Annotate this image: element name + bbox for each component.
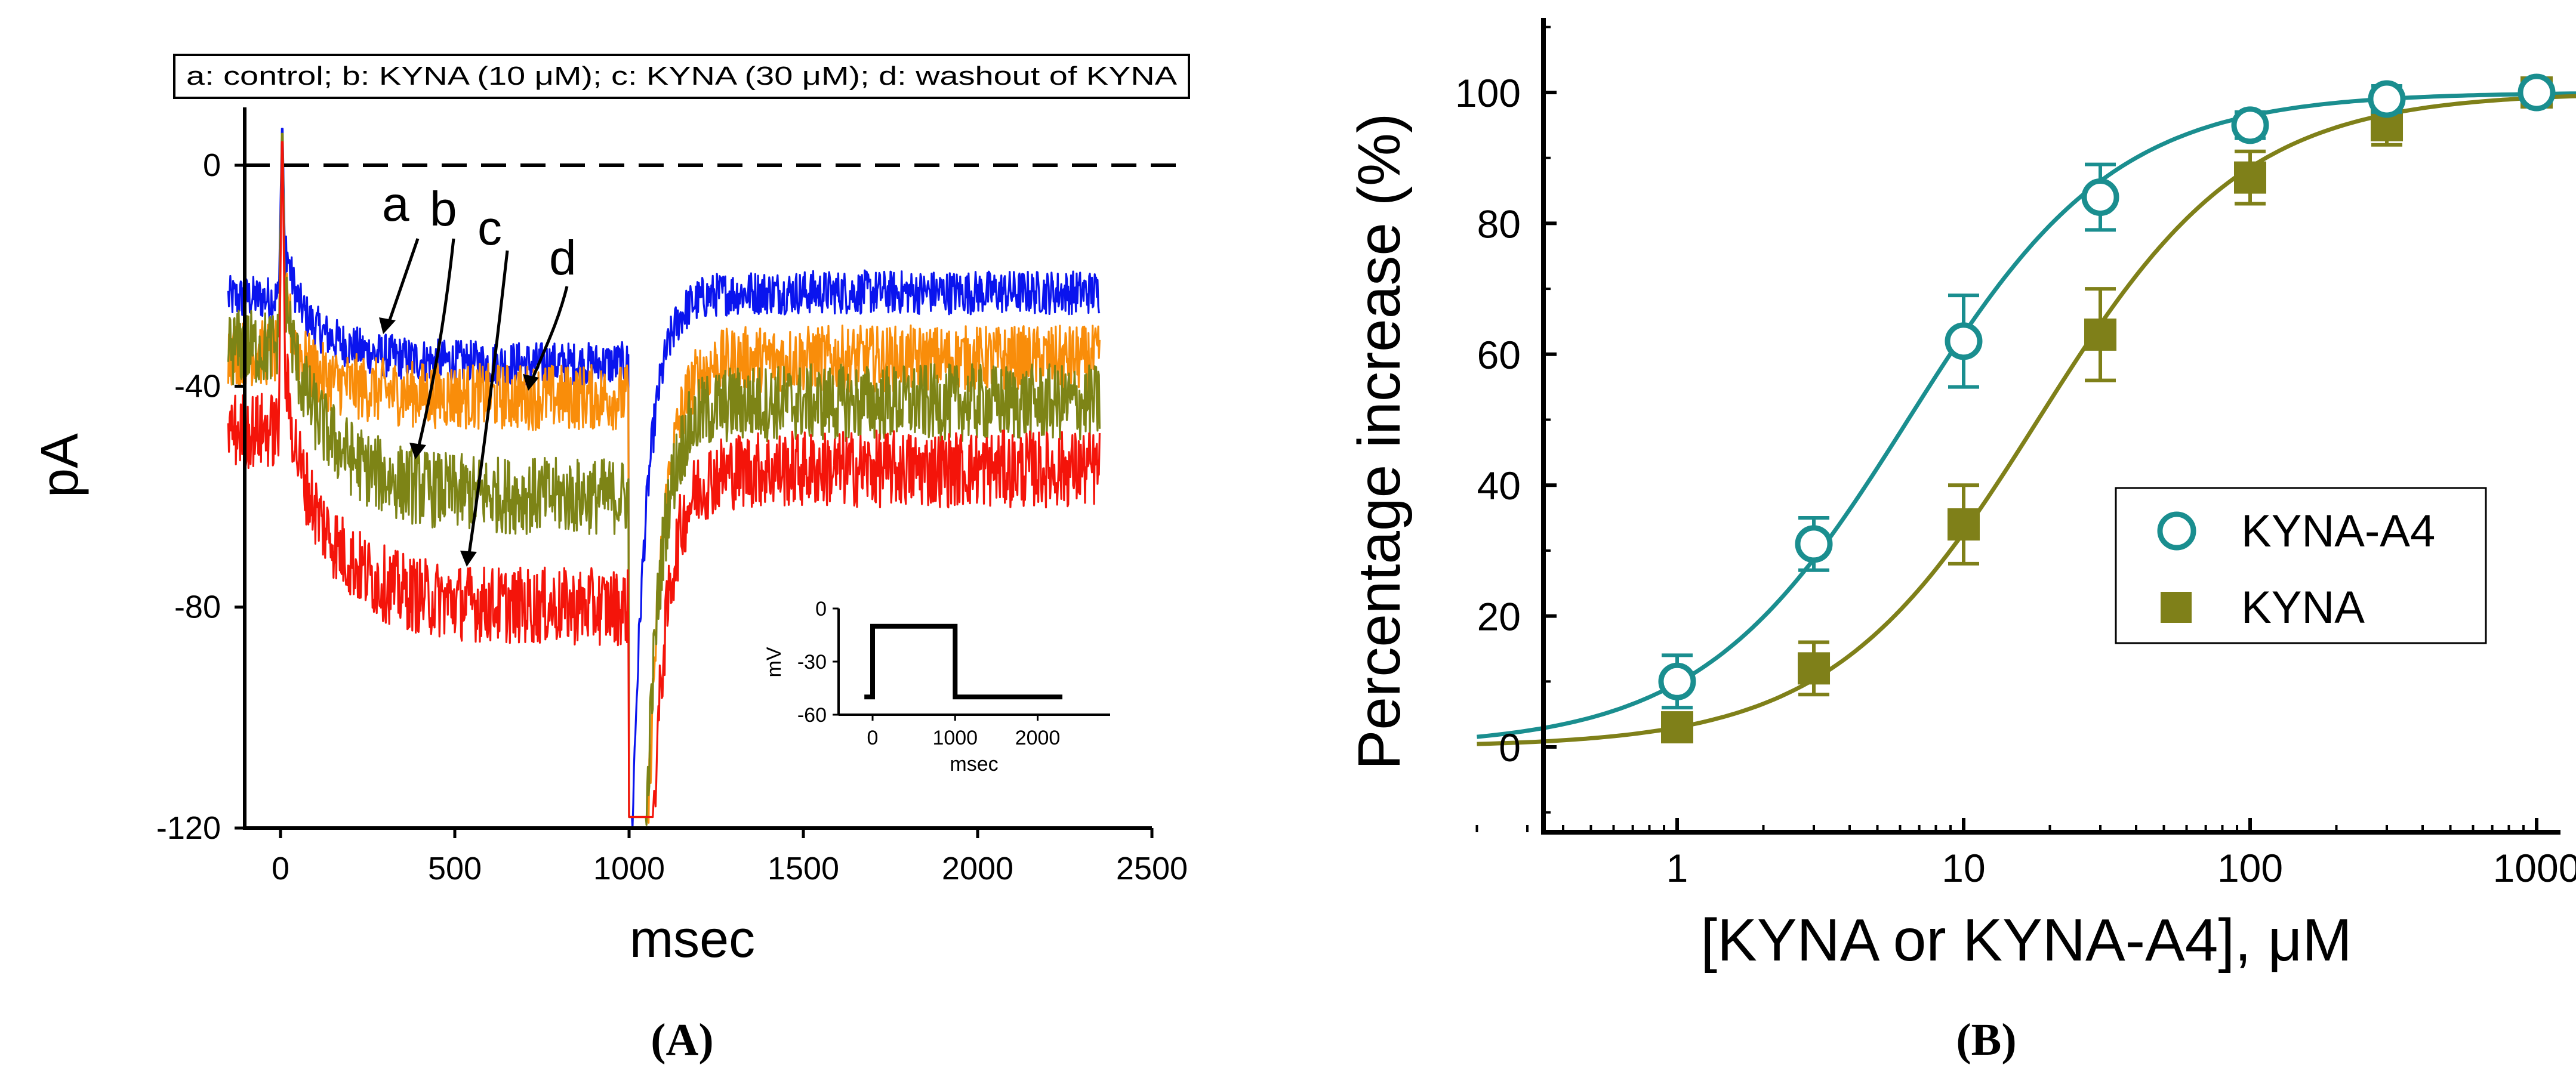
marker: [2231, 106, 2269, 144]
point-kyna-a4: [2231, 106, 2269, 144]
point-kyna-a4: [2081, 162, 2119, 232]
x-axis-title-b: [KYNA or KYNA-A4], μM: [1700, 907, 2352, 974]
marker: [1795, 525, 1833, 563]
legend-label-kyna-a4: KYNA-A4: [2241, 506, 2435, 557]
legend-marker-kyna: [2161, 592, 2192, 623]
marker: [2234, 161, 2266, 194]
inset-x-tick-label: 0: [867, 727, 879, 749]
inset-ticks: 0 1000 2000 0 -30 -60: [797, 598, 1060, 749]
y-tick-label: -80: [174, 589, 221, 625]
y-tick-label: 0: [203, 147, 221, 183]
arrow-c: [467, 250, 509, 558]
inset-y-tick-label: -60: [797, 704, 827, 727]
trace-label-b: b: [430, 182, 457, 236]
point-kyna: [1661, 711, 1693, 744]
marker: [1658, 662, 1696, 700]
point-kyna-a4: [1658, 653, 1696, 710]
x-tick-label: 2500: [1116, 851, 1188, 887]
marker: [2368, 80, 2406, 118]
marker: [1661, 711, 1693, 744]
marker: [1948, 508, 1980, 541]
x-tick-label: 500: [428, 851, 482, 887]
inset-y-tick-label: 0: [815, 598, 827, 620]
x-tick-label-b: 100: [2217, 846, 2283, 890]
trace-label-c: c: [477, 201, 502, 255]
point-kyna-a4: [2368, 80, 2406, 118]
fit-curves: [1477, 91, 2576, 746]
point-kyna: [2234, 149, 2266, 206]
legend-marker-kyna-a4: [2157, 511, 2196, 551]
axis-ticks-b: [1475, 26, 2538, 832]
point-kyna: [1798, 640, 1831, 697]
x-tick-label: 1500: [768, 851, 839, 887]
marker: [1945, 322, 1983, 360]
inset-y-tick-label: -30: [797, 651, 827, 674]
arrow-d: [529, 286, 569, 382]
fit-curve-kyna: [1477, 94, 2576, 746]
y-tick-label-b: 100: [1455, 71, 1521, 115]
trace-label-a: a: [382, 177, 409, 231]
y-tick-label-b: 0: [1499, 725, 1521, 770]
condition-legend-text: a: control; b: KYNA (10 μM); c: KYNA (30…: [186, 61, 1178, 91]
current-traces: [227, 128, 1101, 829]
panel-b-label: (B): [1956, 1015, 2016, 1065]
x-axis-title: msec: [630, 909, 755, 968]
y-tick-label-b: 20: [1477, 595, 1521, 639]
point-kyna-a4: [1795, 516, 1833, 572]
inset-y-label: mV: [763, 647, 785, 677]
legend: KYNA-A4 KYNA: [2115, 487, 2487, 644]
marker: [1798, 652, 1831, 685]
y-tick-label: -40: [174, 368, 221, 404]
inset-x-label: msec: [950, 753, 998, 776]
inset-x-tick-label: 2000: [1015, 727, 1061, 749]
x-tick-label: 1000: [593, 851, 665, 887]
y-axis-title: pA: [30, 433, 89, 498]
x-tick-label-b: 10: [1942, 846, 1985, 890]
trace-c: [227, 141, 1101, 819]
voltage-protocol-line: [864, 623, 1062, 700]
condition-legend-box: [173, 54, 1190, 99]
y-axis-title-b: Percentage increase (%): [1346, 113, 1413, 770]
trace-annotations: a b c d: [379, 177, 577, 567]
arrow-a-head: [379, 317, 396, 334]
legend-label-kyna: KYNA: [2241, 582, 2365, 633]
marker: [2084, 318, 2117, 351]
y-tick-label: -120: [156, 810, 221, 846]
inset-x-tick-label: 1000: [932, 727, 978, 749]
marker: [2518, 73, 2556, 112]
arrow-b-head: [409, 443, 426, 459]
axis-ticks: [235, 163, 1154, 838]
arrow-b: [416, 238, 455, 451]
trace-b: [227, 132, 1101, 826]
protocol-inset: 0 1000 2000 0 -30 -60 mV msec: [763, 598, 1110, 776]
y-tick-label-b: 80: [1477, 202, 1521, 246]
trace-a: [227, 128, 1101, 829]
point-kyna: [1948, 483, 1980, 566]
panel-b-chart: 0 20 40 60 80 100 1 10 100 1000 Percentage increa…: [1346, 18, 2576, 1065]
point-kyna-a4: [2518, 73, 2556, 112]
panel-a-label: (A): [651, 1015, 714, 1065]
tick-labels-b: 0 20 40 60 80 100 1 10 100 1000: [1455, 71, 2576, 890]
arrow-d-head: [523, 374, 539, 391]
x-tick-label-b: 1000: [2493, 846, 2576, 890]
x-tick-label: 2000: [942, 851, 1013, 887]
data-points: [1658, 73, 2556, 744]
y-tick-label-b: 40: [1477, 464, 1521, 508]
trace-label-d: d: [549, 231, 577, 285]
point-kyna: [2084, 287, 2117, 382]
tick-labels: 0 500 1000 1500 2000 2500 0 -40 -80 -120: [156, 147, 1188, 887]
arrow-c-head: [460, 551, 477, 567]
x-tick-label-b: 1: [1666, 846, 1688, 890]
arrow-a: [386, 238, 420, 326]
marker: [2081, 178, 2119, 217]
x-tick-label: 0: [272, 851, 289, 887]
point-kyna-a4: [1945, 294, 1983, 389]
y-tick-label-b: 60: [1477, 333, 1521, 377]
